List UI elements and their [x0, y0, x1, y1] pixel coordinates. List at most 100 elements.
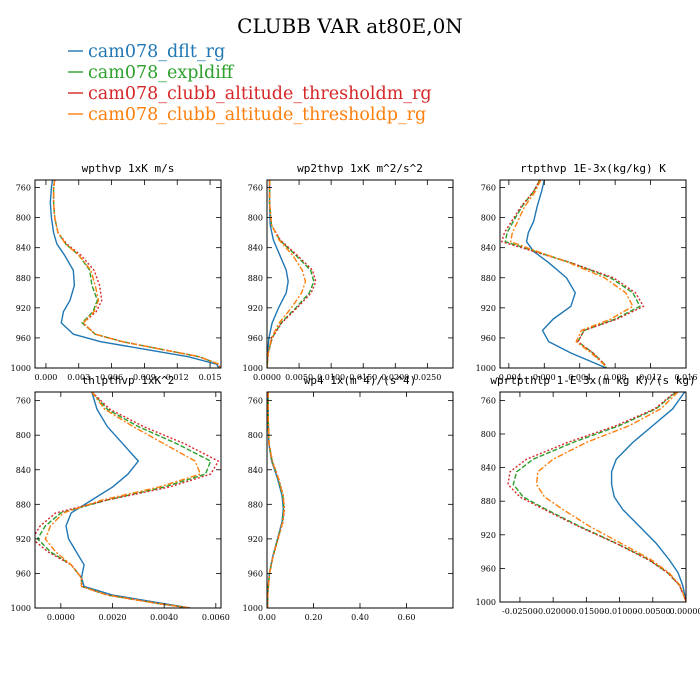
- y-tick-label: 880: [16, 274, 31, 283]
- y-tick-label: 800: [248, 431, 263, 440]
- panel-title: wpthvp 1xK m/s: [82, 162, 175, 175]
- plot-frame: [499, 391, 687, 603]
- y-tick-label: 840: [481, 464, 496, 473]
- panel-2: wp2thvp 1xK m^2/s^2 760 800 840 880 920 960 100…: [243, 162, 454, 382]
- y-tick-label: 800: [16, 431, 31, 440]
- y-tick-label: 840: [248, 466, 263, 475]
- y-tick-label: 960: [481, 564, 496, 573]
- y-tick-label: 840: [481, 244, 496, 253]
- series-line-4: [52, 180, 221, 368]
- x-tick-label: 0.003: [67, 373, 90, 382]
- y-tick-label: 920: [248, 304, 263, 313]
- plot-frame: [34, 391, 222, 609]
- y-tick-label: 920: [481, 531, 496, 540]
- x-tick-label: -0.004: [496, 373, 522, 382]
- y-tick-label: 1000: [476, 364, 496, 373]
- y-tick-label: 920: [16, 304, 31, 313]
- y-tick-label: 800: [248, 214, 263, 223]
- x-tick-label: 0.20: [305, 613, 323, 622]
- series-line-2: [512, 392, 686, 602]
- panel-5: wp4 1x(m^4)/(s^4)76080084088092096010000…: [243, 374, 454, 622]
- y-tick-label: 920: [481, 304, 496, 313]
- x-tick-label: 0.0150: [349, 373, 377, 382]
- plot-frame: [499, 179, 687, 369]
- y-tick-label: 1000: [243, 364, 263, 373]
- x-tick-label: 0.012: [639, 373, 662, 382]
- y-tick-label: 880: [481, 274, 496, 283]
- x-tick-label: 0.0000: [47, 613, 75, 622]
- y-tick-label: 920: [248, 535, 263, 544]
- x-tick-label: 0.006: [100, 373, 123, 382]
- x-tick-label: 0.016: [675, 373, 698, 382]
- panel-3: rtpthvp 1E-3x(kg/kg) K 760 800 840 880 920 960…: [476, 162, 698, 382]
- y-tick-label: 960: [16, 334, 31, 343]
- legend-label-3: cam078_clubb_altitude_thresholdm_rg: [88, 84, 432, 104]
- x-tick-label: 0.60: [398, 613, 416, 622]
- series-line-3: [267, 180, 317, 368]
- series-line-4: [509, 180, 634, 368]
- y-tick-label: 760: [16, 184, 31, 193]
- x-tick-label: 0.00: [258, 613, 276, 622]
- x-tick-label: 0.0050: [285, 373, 313, 382]
- x-tick-label: 0.0040: [150, 613, 178, 622]
- panel-title: wprtpthlp 1-E-3x(m kg K)/(s kg): [490, 374, 695, 387]
- panel-1: wpthvp 1xK m/s76080084088092096010000.00…: [11, 162, 222, 382]
- series-line-1: [65, 392, 191, 608]
- legend-label-2: cam078_expldiff: [88, 63, 235, 83]
- y-tick-label: 960: [481, 334, 496, 343]
- series-line-1: [525, 180, 607, 368]
- plot-frame: [266, 179, 454, 369]
- plot-frame: [266, 391, 454, 609]
- series-line-1: [610, 392, 686, 602]
- series-line-3: [501, 180, 645, 368]
- series-line-4: [535, 392, 686, 602]
- y-tick-label: 880: [481, 497, 496, 506]
- plot-frame: [34, 179, 222, 369]
- series-line-4: [44, 392, 202, 608]
- x-tick-label: 0.004: [568, 373, 591, 382]
- x-tick-label: 0.40: [351, 613, 369, 622]
- x-tick-label: -0.02000: [535, 607, 571, 616]
- series-group: [501, 180, 645, 368]
- series-line-4: [267, 392, 285, 608]
- x-tick-label: 0.012: [166, 373, 189, 382]
- y-tick-label: 760: [481, 396, 496, 405]
- y-tick-label: 800: [16, 214, 31, 223]
- y-tick-label: 960: [248, 334, 263, 343]
- x-tick-label: 0.000: [533, 373, 556, 382]
- legend-label-4: cam078_clubb_altitude_thresholdp_rg: [88, 105, 426, 125]
- y-tick-label: 880: [16, 500, 31, 509]
- legend-label-1: cam078_dflt_rg: [88, 42, 225, 62]
- series-group: [267, 180, 317, 368]
- x-tick-label: -0.01000: [602, 607, 638, 616]
- panel-title: rtpthvp 1E-3x(kg/kg) K: [520, 162, 666, 175]
- series-line-2: [267, 180, 315, 368]
- x-tick-label: 0.000: [34, 373, 57, 382]
- y-tick-label: 960: [16, 569, 31, 578]
- panel-6: wprtpthlp 1-E-3x(m kg K)/(s kg) 760 800 840…: [476, 374, 700, 616]
- series-line-4: [267, 180, 307, 368]
- series-line-2: [504, 180, 641, 368]
- x-tick-label: 0.008: [604, 373, 627, 382]
- series-line-2: [267, 392, 285, 608]
- y-tick-label: 760: [16, 397, 31, 406]
- y-tick-label: 1000: [476, 598, 496, 607]
- series-group: [35, 392, 220, 608]
- series-line-2: [52, 180, 221, 368]
- x-tick-label: 0.0250: [413, 373, 441, 382]
- series-line-3: [35, 392, 220, 608]
- y-tick-label: 1000: [11, 364, 31, 373]
- y-tick-label: 760: [248, 184, 263, 193]
- panels: wpthvp 1xK m/s76080084088092096010000.00…: [11, 162, 700, 622]
- series-group: [507, 392, 686, 602]
- x-tick-label: 0.009: [133, 373, 156, 382]
- x-tick-label: 0.00000: [669, 607, 700, 616]
- y-tick-label: 960: [248, 569, 263, 578]
- x-tick-label: 0.0000: [253, 373, 281, 382]
- figure-title: CLUBB VAR at80E,0N: [237, 14, 463, 38]
- panel-title: thlpthvp 1xK^2: [82, 374, 175, 387]
- panel-title: wp2thvp 1xK m^2/s^2: [297, 162, 423, 175]
- y-tick-label: 880: [248, 274, 263, 283]
- x-tick-label: 0.0020: [99, 613, 127, 622]
- series-line-1: [267, 392, 284, 608]
